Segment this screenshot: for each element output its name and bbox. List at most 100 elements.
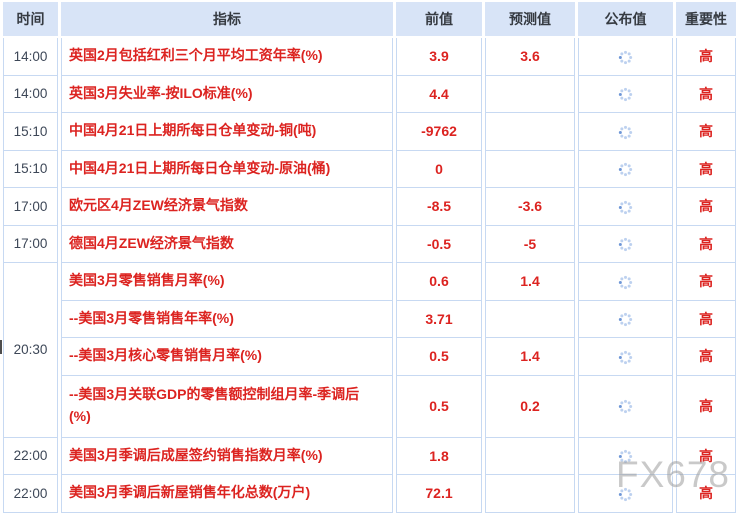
previous-value-cell: 0.5 [396, 338, 482, 376]
table-row: 15:10 中国4月21日上期所每日仓单变动-铜(吨) -9762 高 [3, 113, 736, 151]
table-row: --美国3月核心零售销售月率(%) 0.5 1.4 高 [3, 338, 736, 376]
table-body: 14:00 英国2月包括红利三个月平均工资年率(%) 3.9 3.6 高 14:… [3, 38, 736, 513]
previous-value-cell: 3.71 [396, 300, 482, 338]
forecast-value-cell [485, 150, 575, 188]
time-cell: 14:00 [3, 75, 58, 113]
forecast-value-cell: 1.4 [485, 263, 575, 301]
previous-value-cell: -0.5 [396, 225, 482, 263]
table-row: --美国3月关联GDP的零售额控制组月率-季调后 (%) 0.5 0.2 高 [3, 375, 736, 438]
indicator-link[interactable]: 英国3月失业率-按ILO标准(%) [61, 75, 393, 113]
importance-cell: 高 [676, 75, 736, 113]
published-value-cell [578, 38, 673, 76]
column-header-indicator: 指标 [61, 2, 393, 38]
header-row: 时间 指标 前值 预测值 公布值 重要性 [3, 2, 736, 38]
published-value-cell [578, 338, 673, 376]
column-header-forecast: 预测值 [485, 2, 575, 38]
published-value-cell [578, 375, 673, 438]
loading-spinner-icon [618, 400, 633, 414]
table-row: 17:00 欧元区4月ZEW经济景气指数 -8.5 -3.6 高 [3, 188, 736, 226]
previous-value-cell: 4.4 [396, 75, 482, 113]
importance-cell: 高 [676, 263, 736, 301]
table-row: 17:00 德国4月ZEW经济景气指数 -0.5 -5 高 [3, 225, 736, 263]
previous-value-cell: 72.1 [396, 475, 482, 513]
indicator-link[interactable]: --美国3月核心零售销售月率(%) [61, 338, 393, 376]
forecast-value-cell [485, 475, 575, 513]
indicator-link[interactable]: 中国4月21日上期所每日仓单变动-原油(桶) [61, 150, 393, 188]
forecast-value-cell [485, 75, 575, 113]
loading-spinner-icon [618, 200, 633, 214]
loading-spinner-icon [618, 350, 633, 364]
published-value-cell [578, 300, 673, 338]
table-row: 14:00 英国2月包括红利三个月平均工资年率(%) 3.9 3.6 高 [3, 38, 736, 76]
column-header-importance: 重要性 [676, 2, 736, 38]
previous-value-cell: 0.6 [396, 263, 482, 301]
loading-spinner-icon [618, 237, 633, 252]
loading-spinner-icon [618, 87, 633, 102]
forecast-value-cell: -5 [485, 225, 575, 263]
time-cell: 20:30 [3, 263, 58, 438]
importance-cell: 高 [676, 150, 736, 188]
time-cell: 22:00 [3, 437, 58, 475]
previous-value-cell: 0.5 [396, 375, 482, 438]
time-cell: 17:00 [3, 188, 58, 226]
forecast-value-cell: 3.6 [485, 38, 575, 76]
published-value-cell [578, 150, 673, 188]
importance-cell: 高 [676, 300, 736, 338]
published-value-cell [578, 75, 673, 113]
left-scrollbar-thumb-fragment[interactable] [0, 340, 2, 354]
indicator-link[interactable]: --美国3月关联GDP的零售额控制组月率-季调后 (%) [61, 375, 393, 438]
table-row: 15:10 中国4月21日上期所每日仓单变动-原油(桶) 0 高 [3, 150, 736, 188]
time-cell: 15:10 [3, 113, 58, 151]
column-header-published: 公布值 [578, 2, 673, 38]
previous-value-cell: 3.9 [396, 38, 482, 76]
published-value-cell [578, 263, 673, 301]
previous-value-cell: -9762 [396, 113, 482, 151]
indicator-link[interactable]: --美国3月零售销售年率(%) [61, 300, 393, 338]
importance-cell: 高 [676, 338, 736, 376]
time-cell: 15:10 [3, 150, 58, 188]
indicator-link[interactable]: 美国3月季调后新屋销售年化总数(万户) [61, 475, 393, 513]
indicator-link[interactable]: 德国4月ZEW经济景气指数 [61, 225, 393, 263]
importance-cell: 高 [676, 475, 736, 513]
loading-spinner-icon [618, 275, 633, 289]
column-header-previous: 前值 [396, 2, 482, 38]
importance-cell: 高 [676, 113, 736, 151]
published-value-cell [578, 188, 673, 226]
importance-cell: 高 [676, 188, 736, 226]
importance-cell: 高 [676, 375, 736, 438]
indicator-link[interactable]: 欧元区4月ZEW经济景气指数 [61, 188, 393, 226]
forecast-value-cell [485, 113, 575, 151]
loading-spinner-icon [618, 312, 633, 327]
indicator-link[interactable]: 英国2月包括红利三个月平均工资年率(%) [61, 38, 393, 76]
time-cell: 22:00 [3, 475, 58, 513]
time-cell: 17:00 [3, 225, 58, 263]
importance-cell: 高 [676, 38, 736, 76]
forecast-value-cell: -3.6 [485, 188, 575, 226]
loading-spinner-icon [618, 125, 633, 139]
indicator-link[interactable]: 美国3月季调后成屋签约销售指数月率(%) [61, 437, 393, 475]
forecast-value-cell [485, 300, 575, 338]
published-value-cell [578, 225, 673, 263]
table-row: --美国3月零售销售年率(%) 3.71 高 [3, 300, 736, 338]
forecast-value-cell: 1.4 [485, 338, 575, 376]
loading-spinner-icon [618, 487, 633, 501]
previous-value-cell: -8.5 [396, 188, 482, 226]
table-row: 14:00 英国3月失业率-按ILO标准(%) 4.4 高 [3, 75, 736, 113]
table-header: 时间 指标 前值 预测值 公布值 重要性 [3, 2, 736, 38]
loading-spinner-icon [618, 449, 633, 464]
importance-cell: 高 [676, 437, 736, 475]
loading-spinner-icon [618, 50, 633, 64]
indicator-link[interactable]: 美国3月零售销售月率(%) [61, 263, 393, 301]
importance-cell: 高 [676, 225, 736, 263]
indicator-link[interactable]: 中国4月21日上期所每日仓单变动-铜(吨) [61, 113, 393, 151]
published-value-cell [578, 475, 673, 513]
loading-spinner-icon [618, 162, 633, 177]
published-value-cell [578, 437, 673, 475]
time-cell: 14:00 [3, 38, 58, 76]
table-row: 22:00 美国3月季调后成屋签约销售指数月率(%) 1.8 高 [3, 437, 736, 475]
forecast-value-cell [485, 437, 575, 475]
table-row: 22:00 美国3月季调后新屋销售年化总数(万户) 72.1 高 [3, 475, 736, 513]
column-header-time: 时间 [3, 2, 58, 38]
table-row: 20:30 美国3月零售销售月率(%) 0.6 1.4 高 [3, 263, 736, 438]
